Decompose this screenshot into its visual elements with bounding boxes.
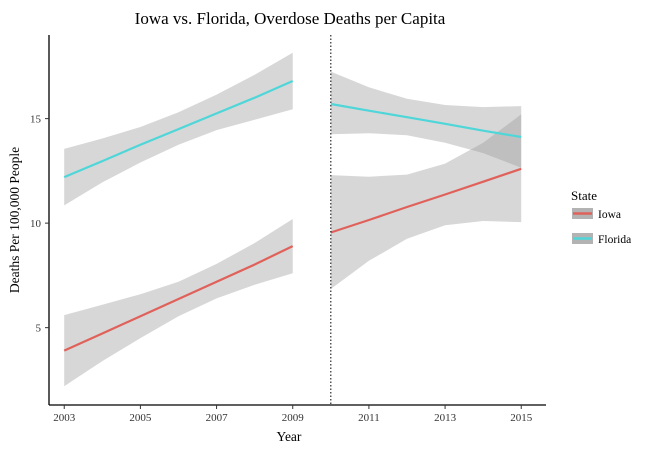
- y-tick-label: 15: [30, 114, 42, 126]
- x-tick-label: 2005: [129, 412, 152, 424]
- iowa-trend-line-1: [64, 246, 293, 351]
- x-tick-label: 2011: [358, 412, 380, 424]
- chart-title: Iowa vs. Florida, Overdose Deaths per Ca…: [135, 9, 446, 28]
- x-tick-label: 2009: [282, 412, 305, 424]
- x-axis-label: Year: [277, 429, 302, 444]
- florida-trend-line-1: [64, 81, 293, 177]
- legend-label-iowa: Iowa: [598, 209, 621, 221]
- y-tick-label: 5: [36, 323, 42, 335]
- legend-title: State: [571, 188, 597, 203]
- y-axis-ticks: 5 10 15: [30, 114, 49, 335]
- iowa-confidence-band-1: [64, 219, 293, 386]
- x-axis-ticks: 2003 2005 2007 2009 2011 2013 2015: [53, 405, 533, 424]
- y-tick-label: 10: [30, 218, 42, 230]
- x-tick-label: 2003: [53, 412, 76, 424]
- y-axis-label: Deaths Per 100,000 People: [7, 147, 22, 293]
- legend: State Iowa Florida: [571, 188, 631, 246]
- confidence-bands: [64, 53, 521, 386]
- x-tick-label: 2015: [510, 412, 533, 424]
- legend-label-florida: Florida: [598, 234, 631, 246]
- x-tick-label: 2013: [434, 412, 457, 424]
- x-tick-label: 2007: [206, 412, 229, 424]
